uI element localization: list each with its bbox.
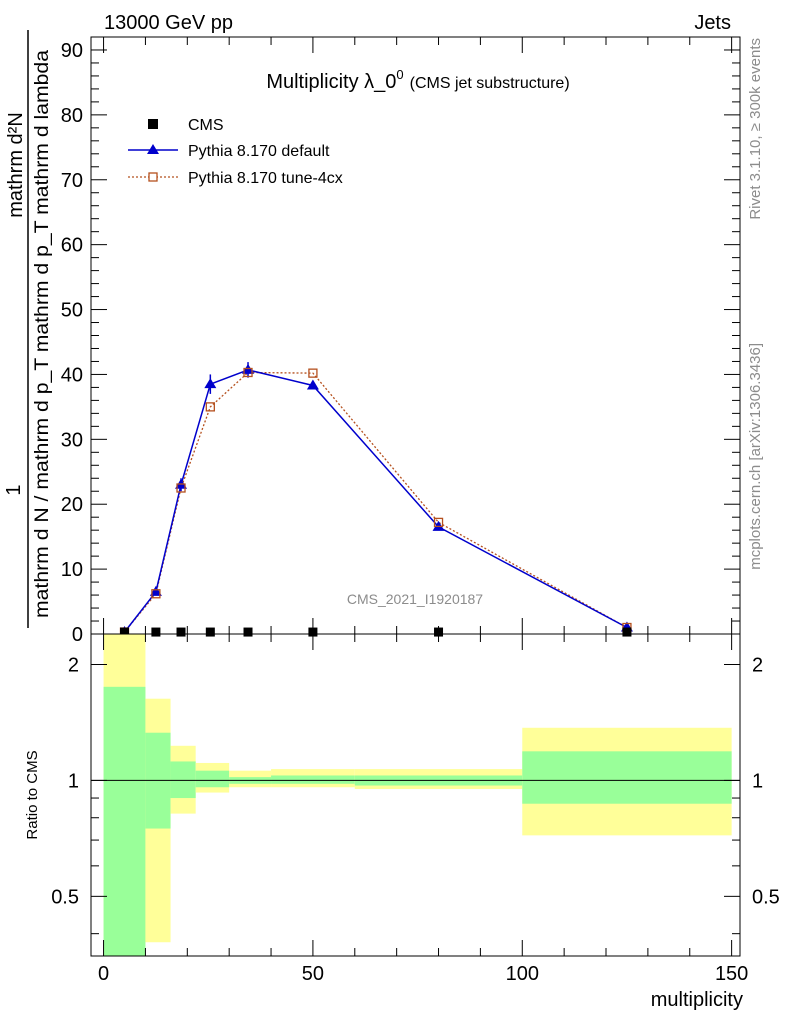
- ratio-band-inner: [271, 775, 355, 784]
- y-axis-denominator: mathrm d N / mathrm d p_T mathrm d p_T m…: [32, 50, 53, 618]
- legend-marker-default: [147, 144, 159, 154]
- tune-4cx-point: [176, 483, 186, 493]
- ratio-band-inner: [170, 761, 196, 799]
- header-left: 13000 GeV pp: [104, 12, 233, 34]
- legend-label: Pythia 8.170 default: [188, 143, 330, 160]
- xtick-label: 0: [98, 963, 109, 985]
- title-main: Multiplicity λ_0: [266, 71, 396, 93]
- legend-marker-tune-4cx: [148, 172, 158, 182]
- main-ytick-label: 40: [61, 364, 83, 386]
- y-axis-title: 1 mathrm d²N mathrm d N / mathrm d p_T m…: [3, 30, 53, 628]
- title-superscript: 0: [396, 67, 403, 82]
- ratio-band-inner: [195, 770, 230, 788]
- cms-point: [434, 627, 444, 637]
- cms-point: [119, 627, 129, 637]
- tune-4cx-point: [433, 517, 444, 528]
- ratio-y-axis: 0.5 0.5 1 1 2 2: [51, 654, 780, 935]
- rivet-version-label: Rivet 3.1.10, ≥ 300k events: [747, 38, 764, 220]
- ratio-ytick-label: 0.5: [51, 886, 79, 908]
- ratio-ytick-label-right: 1: [752, 770, 763, 792]
- main-title: Multiplicity λ_00 (CMS jet substructure): [266, 67, 569, 93]
- ratio-bands: [91, 634, 740, 956]
- main-ytick-label: 60: [61, 235, 83, 257]
- series-line-tune-4cx: [123, 371, 628, 633]
- main-ytick-label: 0: [72, 624, 83, 646]
- ratio-plot: 0.5 0.5 1 1 2 2 0 50 100 150 Ratio to CMS multip…: [24, 633, 780, 1011]
- ratio-ytick-label-right: 0.5: [752, 886, 780, 908]
- ratio-x-axis: 0 50 100 150: [98, 634, 748, 985]
- cms-point: [243, 627, 253, 637]
- xtick-label: 150: [715, 963, 748, 985]
- series-line-default: [123, 369, 628, 633]
- ratio-band-inner: [103, 686, 146, 956]
- tune-4cx-point: [151, 589, 161, 599]
- legend-label: Pythia 8.170 tune-4cx: [188, 170, 343, 187]
- xtick-label: 100: [506, 963, 539, 985]
- tune-4cx-point: [243, 367, 253, 378]
- tune-4cx-point: [205, 402, 215, 412]
- cms-point: [205, 627, 215, 637]
- y-axis-d2n: mathrm d²N: [5, 112, 27, 218]
- mcplots-label: mcplots.cern.ch [arXiv:1306.3436]: [747, 343, 764, 570]
- cms-point: [308, 627, 318, 637]
- legend: CMS Pythia 8.170 default Pythia 8.170 tune…: [128, 117, 343, 187]
- y-axis-numerator: 1: [3, 484, 25, 495]
- x-axis-title: multiplicity: [651, 989, 743, 1011]
- cms-point: [151, 627, 161, 637]
- main-ytick-label: 10: [61, 559, 83, 581]
- default-point: [306, 379, 319, 390]
- main-y-axis: 0 10 20 30 40 50 60 70 80 90: [61, 40, 740, 646]
- cms-point: [622, 627, 632, 637]
- title-subtitle: (CMS jet substructure): [410, 75, 570, 92]
- main-series: [118, 362, 633, 637]
- analysis-watermark: CMS_2021_I1920187: [347, 591, 483, 607]
- main-ytick-label: 70: [61, 170, 83, 192]
- ratio-band-inner: [522, 751, 732, 804]
- header-right: Jets: [694, 12, 731, 34]
- cms-point: [176, 627, 186, 637]
- main-x-axis: [103, 37, 733, 634]
- ratio-ytick-label: 2: [68, 654, 79, 676]
- ratio-y-axis-title: Ratio to CMS: [24, 750, 41, 839]
- legend-marker-cms: [148, 119, 158, 129]
- tune-4cx-point: [308, 368, 318, 378]
- default-point: [149, 585, 162, 596]
- main-ytick-label: 30: [61, 429, 83, 451]
- ratio-ytick-label-right: 2: [752, 654, 763, 676]
- default-point: [204, 378, 217, 389]
- main-ytick-label: 90: [61, 40, 83, 62]
- main-ytick-label: 80: [61, 105, 83, 127]
- side-label-group: Rivet 3.1.10, ≥ 300k events mcplots.cern…: [747, 38, 764, 570]
- main-ytick-label: 20: [61, 494, 83, 516]
- main-ytick-label: 50: [61, 300, 83, 322]
- ratio-plot-frame: [90, 633, 741, 957]
- legend-label: CMS: [188, 117, 224, 134]
- ratio-ytick-label: 1: [68, 770, 79, 792]
- main-plot-frame: [90, 36, 741, 635]
- xtick-label: 50: [302, 963, 324, 985]
